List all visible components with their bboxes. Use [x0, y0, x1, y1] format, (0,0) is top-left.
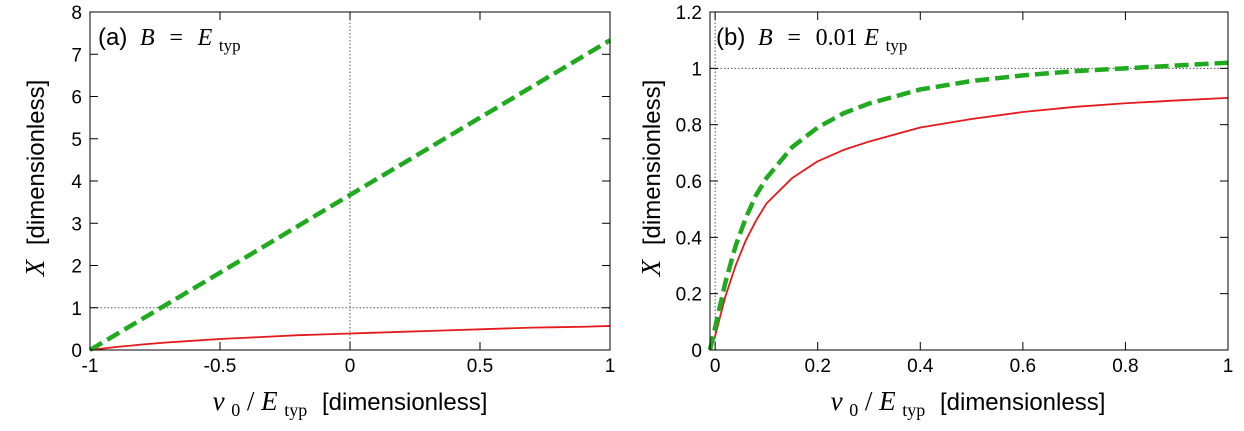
panel-a-series-red-solid-line [89, 325, 611, 351]
panel-a-xlabel-slash: / [247, 386, 255, 416]
panel-a-ytick-label: 2 [71, 257, 82, 278]
panel-b-annotation-rhs: E [863, 25, 879, 51]
panel-a-ylabel-unit: [dimensionless] [23, 80, 50, 245]
panel-b-annotation-subscript: typ [886, 36, 908, 55]
panel-a-annotation: (a) B = E typ [98, 24, 241, 55]
panel-a-ytick-label: 0 [71, 341, 82, 362]
panel-b-xlabel-unit: [dimensionless] [940, 389, 1105, 416]
panel-b-xlabel-sub0: 0 [849, 400, 858, 420]
panel-a-xlabel-unit: [dimensionless] [322, 389, 487, 416]
panel-b-ytick-label: 0.6 [676, 172, 702, 193]
panel-b-xtick-label: 0.8 [1112, 356, 1138, 377]
panel-b-xtick-label: 0.4 [907, 356, 934, 377]
panel-b-ylabel-unit: [dimensionless] [639, 80, 666, 245]
panel-a-annotation-equals: = [169, 25, 183, 51]
panel-b-xlabel-symbol: ν [831, 386, 843, 416]
panel-a: -1 -0.5 0 0.5 1 0 1 2 3 4 5 6 7 8 (a) B = E typ ν 0 /… [20, 3, 615, 422]
panel-b-xtick-label: 0 [710, 356, 721, 377]
panel-b: 0 0.2 0.4 0.6 0.8 1 0 0.2 0.4 0.6 0.8 1 1.2 (b) B = … [636, 3, 1234, 422]
panel-a-ylabel-symbol: X [20, 258, 50, 277]
panel-b-ytick-label: 0.8 [676, 116, 702, 137]
panel-b-series-red-solid-line [709, 97, 1229, 351]
panel-b-xlabel-slash: / [865, 386, 873, 416]
panel-a-xtick-label: -0.5 [204, 356, 237, 377]
panel-a-xtick-label: 1 [605, 356, 616, 377]
panel-a-annotation-prefix: (a) [98, 24, 127, 51]
panel-a-xlabel-sub2: typ [284, 400, 307, 420]
panel-a-ytick-label: 8 [71, 3, 82, 24]
panel-a-xlabel-sub0: 0 [231, 400, 240, 420]
panel-b-ytick-label: 0.4 [676, 228, 703, 249]
panel-b-annotation-prefix: (b) [716, 24, 745, 51]
panel-b-xtick-label: 0.2 [804, 356, 830, 377]
panel-b-ytick-label: 0.2 [676, 285, 702, 306]
panel-b-annotation: (b) B = 0.01 E typ [716, 24, 907, 55]
panel-b-annotation-equals: = [787, 25, 801, 51]
panel-a-ticks: -1 -0.5 0 0.5 1 0 1 2 3 4 5 6 7 8 [71, 3, 615, 377]
panel-a-ytick-label: 3 [71, 214, 82, 235]
panel-b-annotation-coef: 0.01 [816, 25, 858, 51]
panel-b-xlabel-symbol2: E [878, 386, 896, 416]
panel-a-ytick-label: 6 [71, 88, 82, 109]
panel-a-annotation-lhs: B [140, 25, 155, 51]
panel-a-ytick-label: 4 [71, 172, 82, 193]
panel-a-xlabel: ν 0 / E typ [dimensionless] [213, 386, 488, 422]
panel-b-xlabel-sub2: typ [902, 400, 925, 420]
panel-a-xtick-label: 0.5 [467, 356, 493, 377]
panel-a-xtick-label: -1 [82, 356, 99, 377]
panel-b-series-green-dashed-line [707, 60, 1229, 351]
panel-a-ytick-label: 7 [71, 45, 82, 66]
panel-a-series-green-dashed-line [88, 38, 612, 352]
panel-b-xtick-label: 1 [1223, 356, 1234, 377]
panel-b-ylabel: X [dimensionless] [636, 80, 666, 278]
panel-a-annotation-subscript: typ [219, 36, 241, 55]
panel-a-xlabel-symbol2: E [260, 386, 278, 416]
panel-a-ytick-label: 1 [71, 299, 82, 320]
panel-b-ticks: 0 0.2 0.4 0.6 0.8 1 0 0.2 0.4 0.6 0.8 1 1.2 [676, 3, 1234, 377]
panel-b-ytick-label: 1 [691, 59, 702, 80]
panel-b-xtick-label: 0.6 [1010, 356, 1036, 377]
panel-a-plot-layer [88, 12, 612, 352]
panel-b-ylabel-symbol: X [636, 258, 666, 277]
panel-b-plot-layer [707, 12, 1229, 351]
panel-b-xlabel: ν 0 / E typ [dimensionless] [831, 386, 1106, 422]
panel-a-ytick-label: 5 [71, 130, 82, 151]
panel-b-ytick-label: 1.2 [676, 3, 702, 24]
panel-a-xtick-label: 0 [345, 356, 356, 377]
panel-b-frame [709, 11, 1229, 351]
panel-a-ylabel: X [dimensionless] [20, 80, 50, 278]
panel-b-ytick-label: 0 [691, 341, 702, 362]
panel-b-annotation-lhs: B [758, 25, 773, 51]
panel-a-xlabel-symbol: ν [213, 386, 225, 416]
panel-a-annotation-rhs: E [197, 25, 213, 51]
